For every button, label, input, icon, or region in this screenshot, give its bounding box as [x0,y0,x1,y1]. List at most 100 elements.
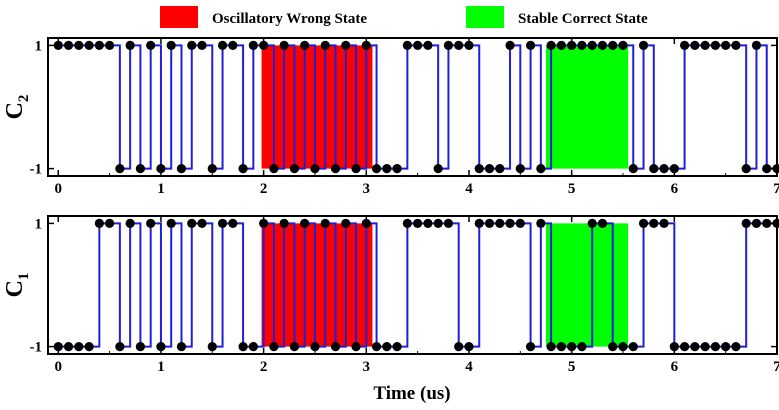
data-point [751,40,762,50]
data-point [567,342,577,352]
data-point [361,40,371,50]
y-axis-label: C2 [2,95,32,120]
data-point [217,218,228,228]
data-point [351,342,361,352]
data-point [125,218,135,228]
data-point [371,164,382,174]
data-point [731,40,741,50]
data-point [587,218,597,228]
data-point [341,218,351,228]
data-point [628,342,638,352]
data-point [135,164,146,174]
data-point [115,164,125,174]
data-point [556,40,566,50]
data-point [546,342,556,352]
data-point [741,218,751,228]
data-point [63,40,74,50]
data-point [74,40,84,50]
data-point [484,218,495,228]
data-point [495,164,505,174]
x-tick-label: 6 [671,181,679,197]
data-point [289,342,300,352]
data-point [320,218,330,228]
legend-wrong-swatch [160,6,198,28]
data-point [762,164,772,174]
data-point [146,218,156,228]
legend-correct-swatch [466,6,504,28]
x-tick-label: 0 [55,359,63,375]
data-point [105,40,115,50]
data-point [207,164,217,174]
data-point [259,218,269,228]
data-point [608,40,618,50]
data-point [310,342,320,352]
data-point [731,342,741,352]
wrong-state-region [261,223,373,347]
data-point [53,342,63,352]
data-point [94,40,104,50]
data-point [525,40,536,50]
data-point [63,342,74,352]
data-point [721,342,731,352]
data-point [371,342,382,352]
data-point [710,342,720,352]
data-point [659,164,669,174]
plot-frame [47,215,778,355]
x-axis-label: Time (us) [373,383,450,404]
data-point [546,40,556,50]
data-point [289,164,300,174]
data-point [207,342,217,352]
data-point [515,164,525,174]
data-point [279,218,289,228]
data-point [310,164,320,174]
data-point [351,164,361,174]
data-point [320,40,330,50]
data-point [454,342,464,352]
data-point [135,342,146,352]
x-tick-label: 4 [465,181,473,197]
data-point [259,40,269,50]
data-point [248,40,258,50]
signal-line [58,44,777,170]
chart-panel-c1: 0 1 2 3 4 5 6 7 1 -1 C1 [2,215,779,375]
data-point [669,342,679,352]
data-point [300,40,310,50]
x-tick-label: 1 [157,359,165,375]
data-point [495,218,505,228]
data-point [669,164,679,174]
data-point [187,40,197,50]
data-point [597,218,608,228]
data-point [166,40,176,50]
data-point [556,342,566,352]
x-tick-label: 6 [671,359,679,375]
data-point [125,40,135,50]
data-point [741,164,751,174]
data-point [536,164,546,174]
data-point [166,218,176,228]
data-point [679,342,690,352]
data-point [464,40,474,50]
data-point [176,164,187,174]
data-point [454,40,464,50]
data-point [187,218,197,228]
data-point [618,342,628,352]
data-point [484,164,495,174]
data-point [423,40,433,50]
data-point [156,342,166,352]
data-point [638,40,649,50]
data-point [413,40,423,50]
data-point [361,218,371,228]
y-tick-label: 1 [35,38,43,54]
data-point [228,218,238,228]
data-point [279,40,289,50]
data-point [474,164,484,174]
data-point [464,342,474,352]
data-point [382,164,392,174]
data-point [700,342,710,352]
x-tick-label: 3 [363,359,371,375]
data-point [53,40,63,50]
x-tick-label: 3 [363,181,371,197]
x-tick-label: 7 [773,359,779,375]
data-point [638,218,649,228]
data-point [659,218,669,228]
